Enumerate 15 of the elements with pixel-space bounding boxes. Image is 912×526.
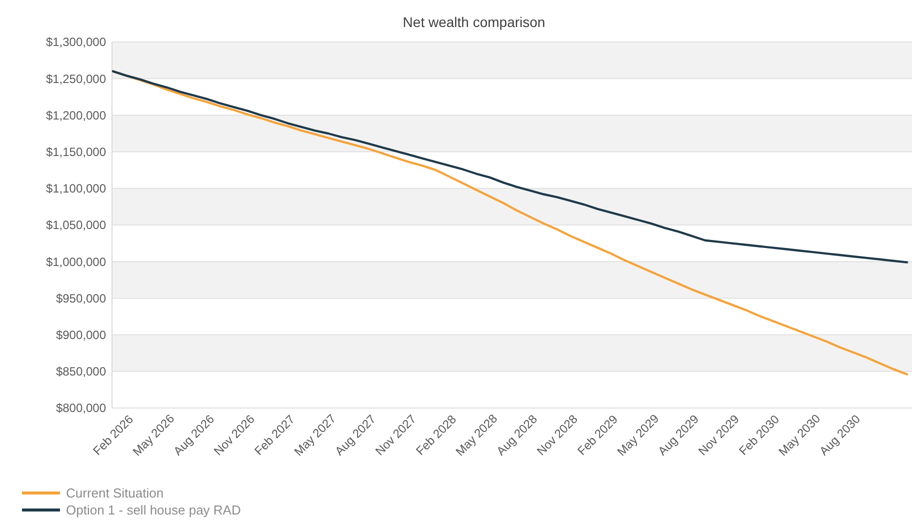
y-tick-label: $1,250,000 — [46, 72, 106, 86]
y-tick-label: $1,000,000 — [46, 254, 106, 269]
y-tick-label: $950,000 — [56, 291, 106, 306]
y-tick-label: $1,050,000 — [46, 218, 106, 232]
y-tick-label: $850,000 — [56, 364, 106, 379]
legend-label: Option 1 - sell house pay RAD — [66, 502, 241, 518]
y-tick-label: $1,200,000 — [46, 108, 106, 122]
line-series — [112, 70, 908, 264]
y-tick-label: $1,100,000 — [46, 182, 106, 196]
y-tick-label: $800,000 — [56, 401, 106, 416]
chart-title: Net wealth comparison — [402, 14, 546, 30]
legend-label: Current Situation — [66, 486, 164, 501]
y-tick-label: $1,300,000 — [46, 35, 106, 50]
y-tick-label: $1,150,000 — [46, 145, 106, 159]
y-tick-label: $900,000 — [56, 328, 106, 342]
